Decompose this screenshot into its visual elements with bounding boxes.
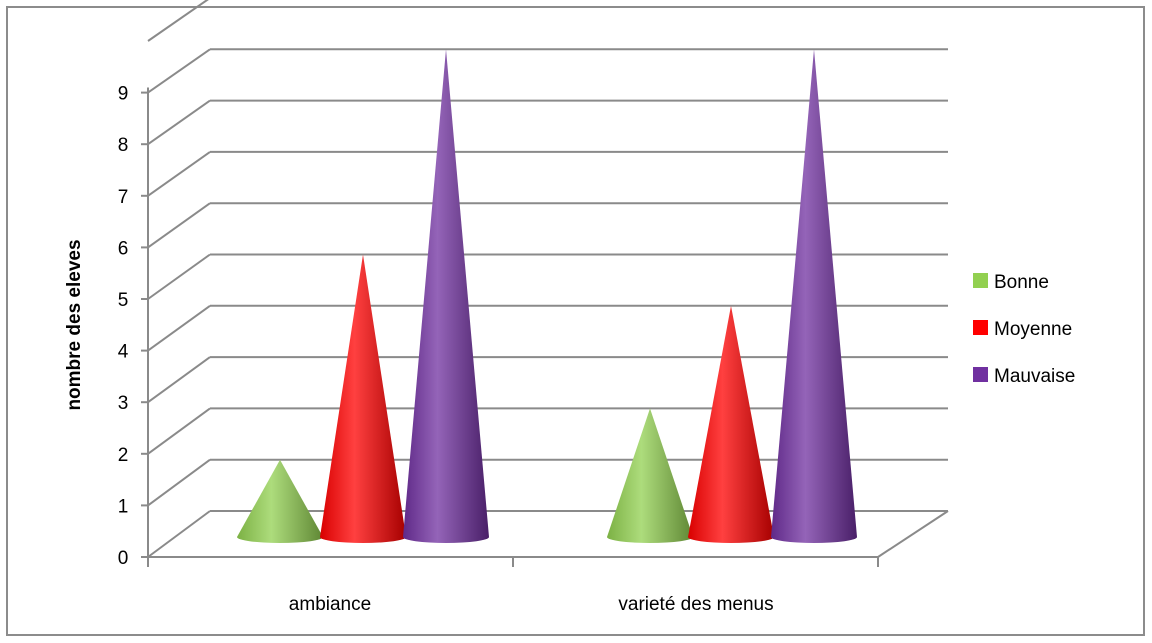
side-gridline	[147, 48, 211, 94]
y-tick-label: 9	[118, 84, 129, 105]
side-gridline	[147, 356, 211, 404]
category-labels: ambiance varieté des menus	[289, 594, 774, 615]
cone-mauvaise-1	[403, 49, 489, 544]
y-tick-labels: 0 1 2 3 4 5 6 7 8 9	[118, 84, 129, 569]
y-axis-label: nombre des eleves	[64, 239, 85, 410]
category-label: varieté des menus	[618, 594, 773, 615]
side-gridline	[147, 304, 211, 352]
y-tick-label: 5	[118, 290, 129, 311]
y-tick-label: 0	[118, 548, 129, 569]
cone-moyenne-1	[320, 254, 406, 543]
side-gridline	[147, 458, 211, 507]
floor-right-edge	[877, 510, 949, 558]
side-gridline	[147, 202, 211, 249]
side-gridline	[147, 0, 209, 42]
y-tick-label: 2	[118, 445, 129, 466]
y-tick-label: 3	[118, 393, 129, 414]
axes	[141, 87, 949, 567]
y-tick-label: 7	[118, 187, 129, 208]
y-tick-label: 8	[118, 135, 129, 156]
cone-bonne-1	[237, 459, 323, 543]
legend-label-mauvaise: Mauvaise	[994, 366, 1075, 387]
y-tick-label: 1	[118, 496, 129, 517]
side-gridline	[147, 99, 211, 146]
y-tick-label: 6	[118, 238, 129, 259]
y-tick-label: 4	[118, 342, 129, 363]
data-cones	[237, 49, 857, 544]
side-gridline	[147, 407, 211, 455]
legend: Bonne Moyenne Mauvaise	[973, 272, 1075, 387]
side-gridline	[147, 510, 211, 558]
legend-swatch-mauvaise	[973, 367, 988, 382]
legend-label-bonne: Bonne	[994, 272, 1049, 293]
side-gridline	[147, 151, 211, 197]
category-label: ambiance	[289, 594, 371, 615]
legend-swatch-bonne	[973, 273, 988, 288]
cone-bonne-2	[607, 408, 693, 543]
legend-label-moyenne: Moyenne	[994, 319, 1072, 340]
side-gridline	[147, 253, 211, 300]
cone-moyenne-2	[688, 305, 774, 543]
legend-swatch-moyenne	[973, 320, 988, 335]
cone-mauvaise-2	[771, 49, 857, 544]
